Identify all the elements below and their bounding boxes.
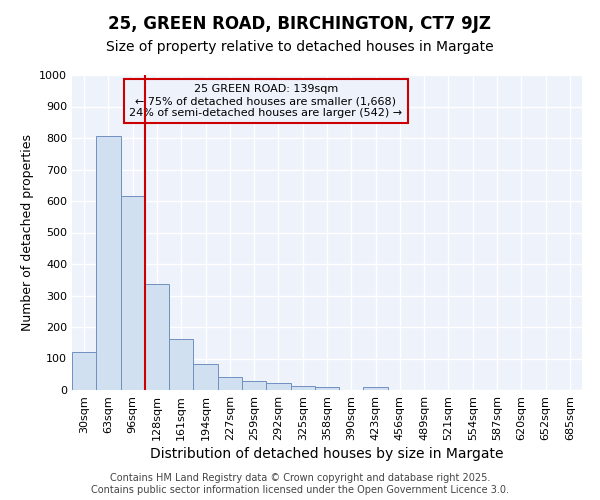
Text: 25 GREEN ROAD: 139sqm
← 75% of detached houses are smaller (1,668)
24% of semi-d: 25 GREEN ROAD: 139sqm ← 75% of detached …: [129, 84, 403, 117]
Bar: [145, 284, 169, 390]
X-axis label: Distribution of detached houses by size in Margate: Distribution of detached houses by size …: [150, 447, 504, 461]
Bar: [121, 196, 145, 390]
Bar: [315, 388, 339, 390]
Bar: [218, 378, 242, 390]
Bar: [290, 386, 315, 390]
Bar: [242, 382, 266, 390]
Text: 25, GREEN ROAD, BIRCHINGTON, CT7 9JZ: 25, GREEN ROAD, BIRCHINGTON, CT7 9JZ: [109, 15, 491, 33]
Bar: [72, 352, 96, 390]
Y-axis label: Number of detached properties: Number of detached properties: [20, 134, 34, 331]
Bar: [364, 388, 388, 390]
Bar: [266, 383, 290, 390]
Bar: [96, 136, 121, 390]
Text: Contains HM Land Registry data © Crown copyright and database right 2025.
Contai: Contains HM Land Registry data © Crown c…: [91, 474, 509, 495]
Bar: [193, 364, 218, 390]
Bar: [169, 338, 193, 390]
Text: Size of property relative to detached houses in Margate: Size of property relative to detached ho…: [106, 40, 494, 54]
